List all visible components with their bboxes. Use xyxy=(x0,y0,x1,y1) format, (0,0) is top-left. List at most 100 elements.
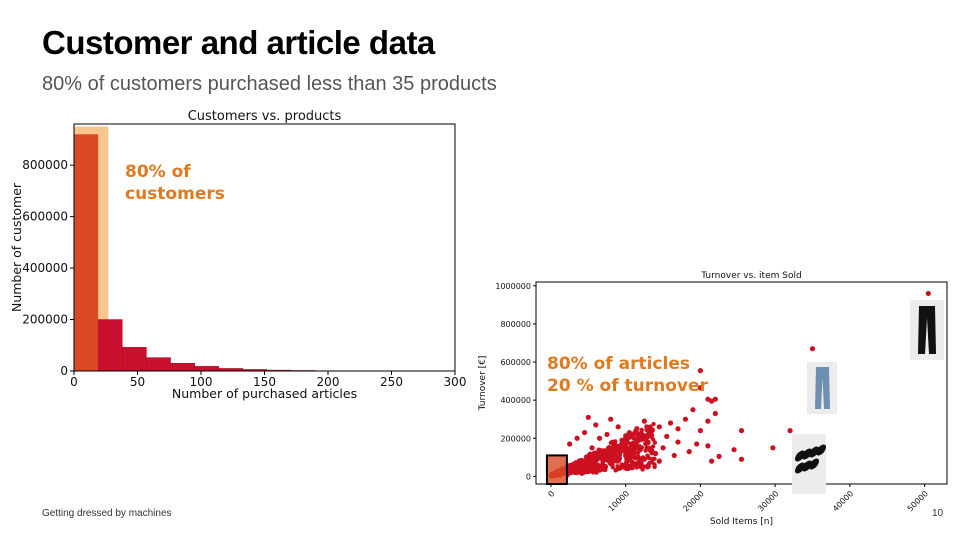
sock-icon xyxy=(794,450,806,462)
x-tick-label: 40000 xyxy=(831,489,855,513)
x-tick-label: 0 xyxy=(546,489,556,499)
y-axis-label: Turnover [€] xyxy=(478,356,488,412)
scatter-point xyxy=(624,448,629,454)
y-tick-label: 0 xyxy=(526,472,531,481)
scatter-point xyxy=(664,433,670,439)
scatter-point xyxy=(617,455,623,461)
x-tick-label: 10000 xyxy=(607,489,631,513)
scatter-point xyxy=(623,435,628,440)
scatter-point xyxy=(624,465,629,470)
scatter-point xyxy=(646,455,651,460)
scatter-point xyxy=(697,368,703,374)
histogram-bar xyxy=(97,319,123,372)
scatter-point xyxy=(625,440,631,445)
scatter-point xyxy=(650,437,656,442)
y-tick-label: 600000 xyxy=(22,210,68,224)
scatter-point xyxy=(567,471,573,476)
y-tick-label: 200000 xyxy=(22,313,68,327)
histogram-bar xyxy=(170,363,195,372)
scatter-point xyxy=(770,445,776,451)
turnover-scatter: 0 10000 20000 30000 40000 50000 0 200000 400000 6… xyxy=(478,271,948,527)
x-tick-label: 20000 xyxy=(681,489,705,513)
scatter-point xyxy=(576,463,581,469)
scatter-point xyxy=(634,441,639,446)
y-tick-label: 400000 xyxy=(22,261,68,275)
scatter-point xyxy=(607,460,612,465)
annotation-line-1: 80% of xyxy=(125,162,191,182)
scatter-point xyxy=(607,450,613,455)
x-tick-label: 200 xyxy=(317,375,340,389)
x-axis-label: Number of purchased articles xyxy=(172,386,357,401)
y-tick-label: 1000000 xyxy=(495,282,531,291)
scatter-point xyxy=(634,461,640,466)
annotation-line-2: 20 % of turnover xyxy=(547,376,709,396)
jeans-icon xyxy=(815,367,830,409)
annotation-line-2: customers xyxy=(125,184,225,204)
scatter-point xyxy=(649,428,655,434)
scatter-point xyxy=(629,460,634,465)
scatter-point xyxy=(709,458,715,464)
x-tick-label: 250 xyxy=(380,375,403,389)
scatter-point xyxy=(649,433,655,438)
highlight-box xyxy=(545,454,568,486)
footer-text: Getting dressed by machines xyxy=(42,508,172,519)
x-tick-label: 300 xyxy=(444,375,467,389)
histogram-bar xyxy=(146,357,171,372)
y-tick-label: 800000 xyxy=(22,158,68,172)
scatter-point xyxy=(738,456,745,462)
sock-icon xyxy=(808,458,820,470)
scatter-point xyxy=(630,454,635,460)
scatter-point xyxy=(652,456,657,461)
x-tick-label: 50000 xyxy=(906,489,930,513)
scatter-point xyxy=(617,466,622,471)
scatter-point xyxy=(623,452,629,459)
scatter-point xyxy=(619,437,625,443)
scatter-point xyxy=(635,454,640,460)
scatter-point xyxy=(651,421,656,427)
scatter-point xyxy=(712,396,718,402)
scatter-point xyxy=(620,447,625,453)
x-axis-label: Sold Items [n] xyxy=(710,517,773,527)
scatter-point xyxy=(731,447,737,453)
scatter-point xyxy=(705,443,711,449)
black-trousers-thumbnail xyxy=(910,300,944,360)
scatter-point xyxy=(667,420,674,426)
sock-icon xyxy=(808,446,820,458)
scatter-point xyxy=(656,458,662,464)
x-tick-label: 0 xyxy=(70,375,78,389)
scatter-point xyxy=(579,467,584,473)
scatter-point xyxy=(629,449,634,455)
scatter-point xyxy=(581,429,588,436)
scatter-point xyxy=(615,424,621,430)
scatter-point xyxy=(585,414,591,420)
scatter-point xyxy=(631,431,637,436)
page-number: 10 xyxy=(932,508,944,519)
slide-title: Customer and article data xyxy=(42,24,435,61)
scatter-point xyxy=(712,410,718,417)
scatter-point xyxy=(575,469,580,475)
scatter-point xyxy=(716,453,722,459)
scatter-point xyxy=(660,445,666,451)
histogram-bar xyxy=(194,366,220,372)
scatter-point xyxy=(622,444,627,449)
scatter-point xyxy=(697,385,703,391)
y-tick-label: 0 xyxy=(60,364,68,378)
scatter-point xyxy=(624,459,630,465)
x-tick-label: 30000 xyxy=(756,489,780,513)
scatter-point xyxy=(656,424,662,430)
trousers-icon xyxy=(918,306,936,354)
scatter-point xyxy=(589,445,595,451)
sock-icon xyxy=(801,460,813,472)
scatter-point xyxy=(652,450,659,457)
scatter-point xyxy=(628,435,634,440)
scatter-point xyxy=(605,455,610,460)
scatter-point xyxy=(639,461,644,467)
scatter-point xyxy=(630,445,636,451)
y-tick-label: 800000 xyxy=(500,320,531,329)
scatter-point xyxy=(638,464,644,470)
scatter-point xyxy=(641,418,647,424)
scatter-point xyxy=(649,460,655,465)
blue-jeans-thumbnail xyxy=(807,362,837,414)
scatter-point xyxy=(574,435,580,441)
scatter-point xyxy=(615,449,620,454)
